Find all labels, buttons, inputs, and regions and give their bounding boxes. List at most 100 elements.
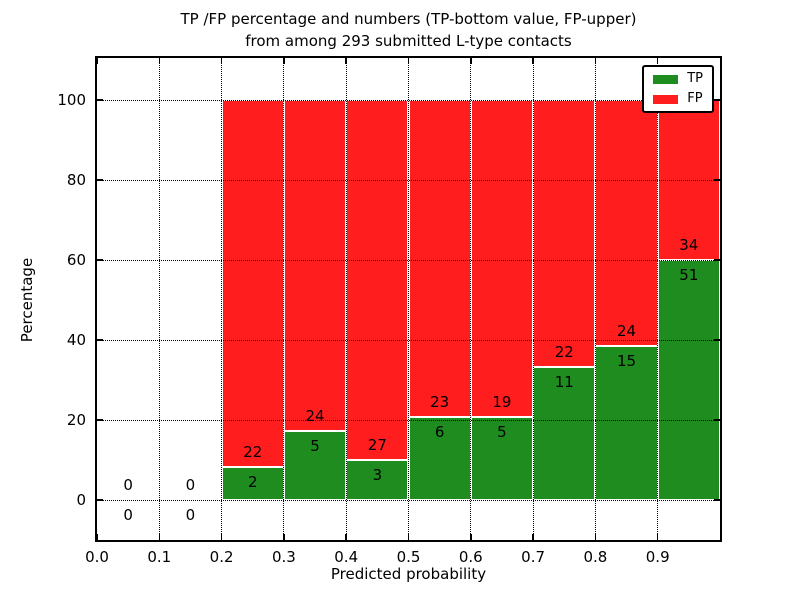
horizontal-gridline [97, 339, 720, 341]
bar-labels-layer: 0 0 0 0 22 2 24 5 27 3 23 6 19 5 22 11 24 15 34 51 [97, 58, 720, 540]
y-tick-left [97, 99, 103, 101]
tp-bar-segment [346, 460, 409, 500]
y-tick-label: 60 [66, 251, 86, 269]
vertical-gridline [345, 58, 347, 540]
vertical-gridline [657, 58, 659, 540]
horizontal-gridline [97, 259, 720, 261]
y-tick-right [714, 99, 720, 101]
horizontal-gridline [97, 179, 720, 181]
x-tick-label: 0.8 [583, 548, 608, 566]
fp-bar-segment [221, 100, 284, 467]
fp-count-label: 24 [617, 322, 637, 341]
fp-count-label: 24 [305, 407, 325, 426]
x-tick-label: 0.4 [334, 548, 359, 566]
x-tick-label: 0.3 [271, 548, 296, 566]
fp-count-label: 19 [492, 392, 512, 411]
tp-count-label: 0 [185, 506, 196, 524]
x-tick-top [345, 58, 347, 64]
x-tick-bottom [158, 534, 161, 540]
x-tick-label: 0.1 [147, 548, 172, 566]
fp-bar-segment [408, 100, 471, 418]
chart-title: TP /FP percentage and numbers (TP-bottom… [95, 8, 722, 52]
vertical-gridline [408, 58, 409, 540]
tp-count-label: 51 [679, 266, 699, 284]
x-tick-top [158, 58, 161, 64]
fp-count-label: 22 [554, 342, 574, 361]
x-tick-bottom [594, 534, 597, 540]
fp-legend-label: FP [687, 91, 703, 106]
y-tick-label: 100 [57, 91, 86, 109]
fp-bar-segment [595, 100, 658, 347]
x-tick-label: 0.5 [396, 548, 421, 566]
vertical-gridline [594, 58, 596, 540]
tp-count-label: 0 [123, 506, 133, 524]
x-tick-top [220, 58, 223, 64]
y-tick-label: 80 [66, 171, 86, 189]
y-axis-label: Percentage [18, 257, 36, 343]
chart-title-line1: TP /FP percentage and numbers (TP-bottom… [180, 10, 637, 28]
x-tick-top [656, 58, 659, 64]
x-tick-top [97, 58, 98, 64]
plot-area: 0 0 0 0 22 2 24 5 27 3 23 6 19 5 22 11 24 15 34 51 TP FP [95, 56, 722, 542]
chart-title-line2: from among 293 submitted L-type contacts [245, 32, 572, 50]
horizontal-gridline [97, 499, 720, 501]
legend-item-tp: TP [653, 72, 703, 86]
x-tick-label: 0.7 [521, 548, 546, 566]
vertical-gridline [470, 58, 472, 540]
horizontal-gridline [97, 419, 720, 421]
legend-item-fp: FP [653, 92, 703, 106]
x-tick-top [407, 58, 410, 64]
tp-bar-segment [408, 417, 471, 500]
y-tick-left [97, 339, 103, 341]
y-tick-right [714, 419, 720, 421]
bars-layer [97, 58, 720, 540]
y-tick-right [714, 179, 720, 181]
vertical-gridline [158, 58, 160, 540]
x-tick-top [532, 58, 534, 64]
y-tick-label: 20 [66, 411, 86, 429]
fp-count-label: 0 [123, 476, 133, 494]
x-tick-bottom [220, 534, 223, 540]
tp-bar-segment [657, 260, 720, 500]
tp-bar-segment [470, 416, 534, 500]
fp-count-label: 23 [430, 393, 450, 412]
y-tick-left [97, 499, 103, 501]
tp-count-label: 11 [554, 372, 574, 391]
x-tick-bottom [97, 534, 98, 540]
legend: TP FP [642, 65, 714, 113]
tp-count-label: 5 [310, 437, 320, 456]
tp-bar-segment [283, 431, 347, 500]
vertical-gridline [221, 58, 223, 540]
tp-bar-segment [533, 366, 596, 500]
fp-count-label: 0 [185, 476, 196, 494]
y-tick-right [714, 259, 720, 261]
horizontal-gridline [97, 99, 720, 101]
x-tick-bottom [407, 534, 410, 540]
fp-count-label: 22 [243, 442, 263, 461]
x-tick-bottom [283, 534, 285, 540]
vertical-gridline [532, 58, 534, 540]
vertical-gridline [283, 58, 285, 540]
x-tick-bottom [345, 534, 347, 540]
tp-legend-swatch [653, 74, 679, 84]
fp-count-label: 34 [679, 236, 699, 254]
tp-bar-segment [595, 346, 658, 500]
y-tick-label: 40 [66, 331, 86, 349]
tp-count-label: 5 [497, 422, 507, 441]
x-tick-label: 0.0 [85, 548, 109, 566]
y-tick-left [97, 419, 103, 421]
tp-bar-segment [221, 466, 284, 500]
x-tick-top [594, 58, 597, 64]
ticks-layer [97, 58, 720, 540]
tp-count-label: 15 [617, 352, 637, 371]
y-tick-left [97, 259, 103, 261]
fp-bar-segment [346, 100, 409, 460]
fp-bar-segment [533, 100, 596, 367]
x-tick-bottom [532, 534, 534, 540]
x-tick-label: 0.9 [645, 548, 670, 566]
x-tick-label: 0.2 [209, 548, 234, 566]
grid-layer [97, 58, 720, 540]
y-tick-right [714, 499, 720, 501]
y-tick-label: 0 [76, 491, 86, 509]
x-tick-bottom [470, 534, 472, 540]
